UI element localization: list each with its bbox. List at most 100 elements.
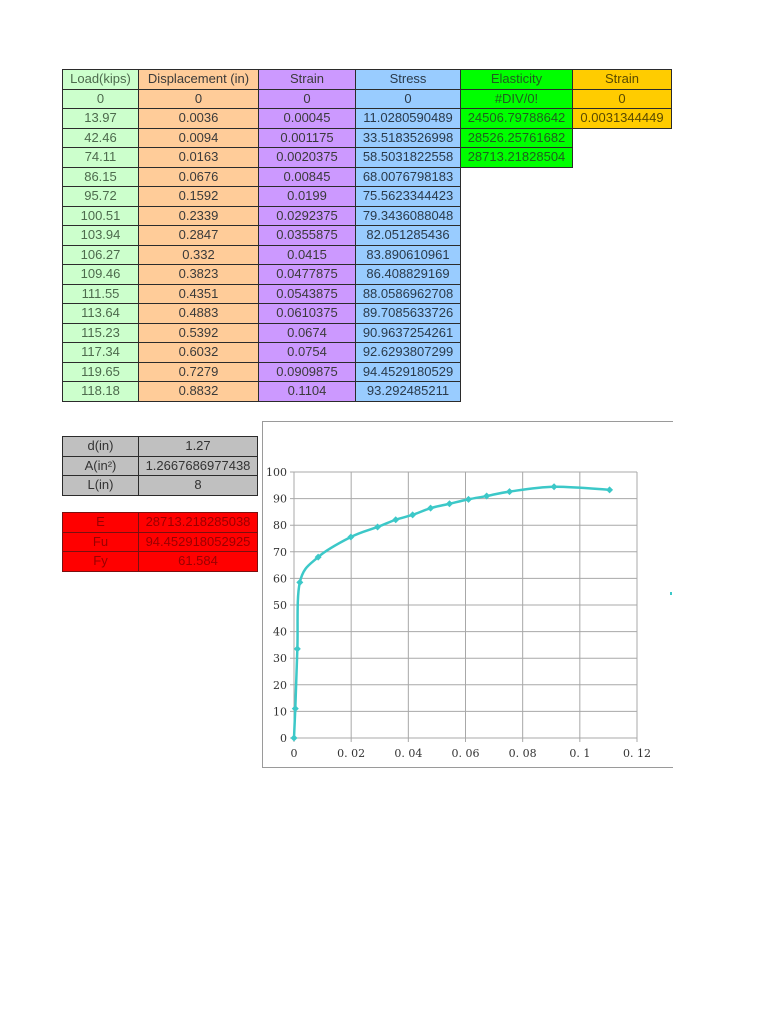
data-point-marker[interactable] (374, 523, 382, 531)
stress-cell[interactable]: 83.890610961 (355, 244, 461, 265)
stress-cell[interactable]: 93.292485211 (355, 381, 461, 402)
data-point-marker[interactable] (606, 486, 614, 494)
result-label-ultimate-strength[interactable]: Fu (62, 531, 139, 552)
empty-cell[interactable] (573, 128, 672, 148)
result-value-yield-strength[interactable]: 61.584 (138, 551, 258, 572)
result-value-ultimate-strength[interactable]: 94.452918052925 (138, 531, 258, 552)
empty-cell[interactable] (573, 304, 672, 324)
empty-cell[interactable] (573, 265, 672, 285)
strain-cell[interactable]: 0.0610375 (258, 303, 356, 324)
elasticity-cell[interactable]: 28526.25761682 (460, 127, 573, 148)
stress-cell[interactable]: 68.0076798183 (355, 166, 461, 187)
strain-cell[interactable]: 0.001175 (258, 127, 356, 148)
load-cell[interactable]: 42.46 (62, 127, 139, 148)
strain-cell[interactable]: 0.0355875 (258, 225, 356, 246)
stress-cell[interactable]: 82.051285436 (355, 225, 461, 246)
data-point-marker[interactable] (314, 553, 322, 561)
elasticity-cell[interactable]: 24506.79788642 (460, 108, 573, 129)
strain-cell[interactable]: 0.0477875 (258, 264, 356, 285)
data-point-marker[interactable] (296, 578, 304, 586)
load-cell[interactable]: 0 (62, 88, 139, 109)
empty-cell[interactable] (461, 206, 573, 226)
empty-cell[interactable] (573, 245, 672, 265)
displacement-cell[interactable]: 0.5392 (138, 322, 259, 343)
empty-cell[interactable] (461, 167, 573, 187)
elasticity-cell[interactable]: #DIV/0! (460, 88, 573, 109)
stress-cell[interactable]: 88.0586962708 (355, 283, 461, 304)
empty-cell[interactable] (461, 362, 573, 382)
stress-cell[interactable]: 11.0280590489 (355, 108, 461, 129)
parameter-value-length[interactable]: 8 (138, 475, 258, 496)
displacement-cell[interactable]: 0.0036 (138, 108, 259, 129)
parameter-label-length[interactable]: L(in) (62, 475, 139, 496)
load-cell[interactable]: 111.55 (62, 283, 139, 304)
load-cell[interactable]: 103.94 (62, 225, 139, 246)
stress-cell[interactable]: 86.408829169 (355, 264, 461, 285)
empty-cell[interactable] (461, 323, 573, 343)
displacement-cell[interactable]: 0.8832 (138, 381, 259, 402)
load-cell[interactable]: 100.51 (62, 205, 139, 226)
displacement-cell[interactable]: 0.0163 (138, 147, 259, 168)
elasticity-cell[interactable]: 28713.21828504 (460, 147, 573, 168)
load-cell[interactable]: 95.72 (62, 186, 139, 207)
data-point-marker[interactable] (409, 511, 417, 519)
empty-cell[interactable] (573, 148, 672, 168)
data-point-marker[interactable] (550, 483, 558, 491)
empty-cell[interactable] (573, 187, 672, 207)
displacement-cell[interactable]: 0.1592 (138, 186, 259, 207)
displacement-cell[interactable]: 0.3823 (138, 264, 259, 285)
data-point-marker[interactable] (347, 533, 355, 541)
header-load[interactable]: Load(kips) (62, 69, 139, 90)
displacement-cell[interactable]: 0.6032 (138, 342, 259, 363)
strain-cell[interactable]: 0.0292375 (258, 205, 356, 226)
empty-cell[interactable] (461, 245, 573, 265)
data-point-marker[interactable] (392, 516, 400, 524)
header-stress[interactable]: Stress (355, 69, 461, 90)
empty-cell[interactable] (573, 284, 672, 304)
parameter-value-diameter[interactable]: 1.27 (138, 436, 258, 457)
header-elasticity[interactable]: Elasticity (460, 69, 573, 90)
data-point-marker[interactable] (464, 495, 472, 503)
displacement-cell[interactable]: 0.0676 (138, 166, 259, 187)
data-point-marker[interactable] (427, 504, 435, 512)
empty-cell[interactable] (573, 226, 672, 246)
result-label-yield-strength[interactable]: Fy (62, 551, 139, 572)
stress-cell[interactable]: 58.5031822558 (355, 147, 461, 168)
load-cell[interactable]: 113.64 (62, 303, 139, 324)
empty-cell[interactable] (461, 187, 573, 207)
stress-cell[interactable]: 33.5183526998 (355, 127, 461, 148)
data-point-marker[interactable] (506, 488, 514, 496)
displacement-cell[interactable]: 0.4351 (138, 283, 259, 304)
stress-cell[interactable]: 89.7085633726 (355, 303, 461, 324)
displacement-cell[interactable]: 0.0094 (138, 127, 259, 148)
stress-cell[interactable]: 90.9637254261 (355, 322, 461, 343)
displacement-cell[interactable]: 0.2339 (138, 205, 259, 226)
strain-cell[interactable]: 0.0020375 (258, 147, 356, 168)
header-strain[interactable]: Strain (258, 69, 356, 90)
header-displacement[interactable]: Displacement (in) (138, 69, 259, 90)
result-label-elastic-modulus[interactable]: E (62, 512, 139, 533)
stress-cell[interactable]: 94.4529180529 (355, 361, 461, 382)
load-cell[interactable]: 117.34 (62, 342, 139, 363)
empty-cell[interactable] (573, 206, 672, 226)
strain-cell[interactable]: 0.00845 (258, 166, 356, 187)
strain-cell[interactable]: 0.0674 (258, 322, 356, 343)
strain-2-cell[interactable]: 0 (572, 88, 672, 109)
parameter-value-area[interactable]: 1.2667686977438 (138, 455, 258, 476)
strain-cell[interactable]: 0.0754 (258, 342, 356, 363)
parameter-label-area[interactable]: A(in²) (62, 455, 139, 476)
stress-cell[interactable]: 79.3436088048 (355, 205, 461, 226)
strain-2-cell[interactable]: 0.0031344449 (572, 108, 672, 129)
empty-cell[interactable] (461, 304, 573, 324)
stress-strain-curve[interactable] (292, 485, 610, 739)
empty-cell[interactable] (573, 167, 672, 187)
displacement-cell[interactable]: 0.7279 (138, 361, 259, 382)
load-cell[interactable]: 118.18 (62, 381, 139, 402)
data-point-marker[interactable] (293, 645, 301, 653)
load-cell[interactable]: 74.11 (62, 147, 139, 168)
stress-strain-chart[interactable]: 0 10 20 30 40 50 60 70 80 90 100 0 0. 02 0. 04 0. 06 0… (262, 421, 673, 768)
strain-cell[interactable]: 0.0543875 (258, 283, 356, 304)
result-value-elastic-modulus[interactable]: 28713.218285038 (138, 512, 258, 533)
data-point-marker[interactable] (291, 705, 299, 713)
load-cell[interactable]: 115.23 (62, 322, 139, 343)
